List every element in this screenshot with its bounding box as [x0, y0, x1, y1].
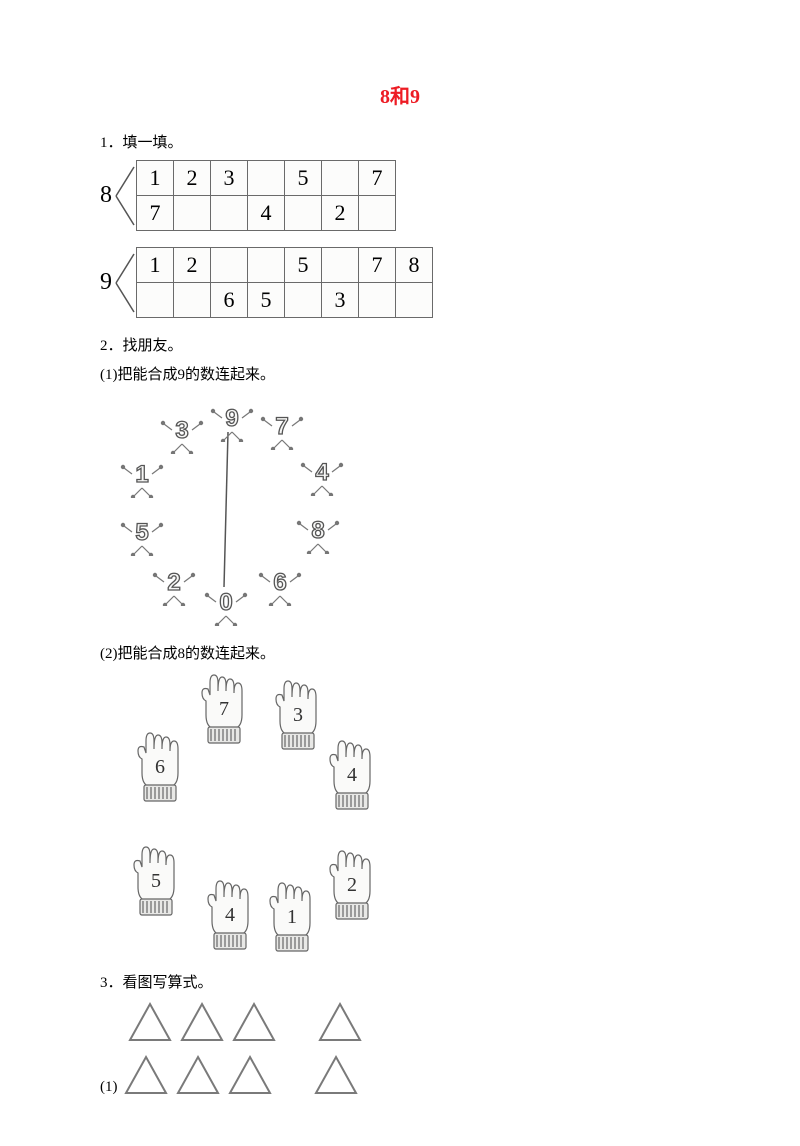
page-title: 8和9 [100, 80, 700, 109]
grid-cell: 7 [137, 196, 174, 231]
grid-cell: 5 [285, 248, 322, 283]
grid-cell: 1 [137, 161, 174, 196]
grid-cell: 2 [174, 248, 211, 283]
grid-cell [137, 283, 174, 318]
grid-cell: 5 [285, 161, 322, 196]
triangle-icon [312, 1053, 360, 1102]
grid-cell: 7 [359, 248, 396, 283]
split-table: 912578653 [100, 247, 700, 318]
grid-cell: 8 [396, 248, 433, 283]
glove: 4 [200, 877, 258, 955]
grid-cell [359, 196, 396, 231]
glove: 6 [130, 729, 188, 807]
svg-text:5: 5 [135, 519, 148, 546]
lead-number: 9 [100, 269, 112, 296]
dancing-number: 1 [120, 454, 164, 498]
grid-cell [285, 283, 322, 318]
svg-text:7: 7 [219, 698, 229, 720]
grid-cell: 4 [248, 196, 285, 231]
svg-text:7: 7 [275, 413, 288, 440]
triangle-icon [226, 1053, 274, 1102]
glove: 2 [322, 847, 380, 925]
q2-part2-label: (2)把能合成8的数连起来。 [100, 642, 700, 663]
dancing-number: 8 [296, 510, 340, 554]
svg-text:6: 6 [273, 569, 286, 596]
svg-text:1: 1 [135, 461, 148, 488]
glove: 3 [268, 677, 326, 755]
dancing-number: 6 [258, 562, 302, 606]
dancing-number: 3 [160, 410, 204, 454]
q3-sublabel: (1) [100, 1079, 118, 1102]
grid-cell [174, 196, 211, 231]
grid-cell [359, 283, 396, 318]
grid-cell [211, 248, 248, 283]
grid-cell [285, 196, 322, 231]
triangle-icon [230, 1000, 278, 1049]
svg-text:2: 2 [167, 569, 180, 596]
grid-cell [248, 161, 285, 196]
glove-diagram: 7 3 6 4 [100, 671, 400, 961]
grid-cell: 2 [174, 161, 211, 196]
svg-text:8: 8 [311, 517, 324, 544]
grid-cell: 7 [359, 161, 396, 196]
triangle-icon [178, 1000, 226, 1049]
q1-heading: 1．填一填。 [100, 131, 700, 152]
glove: 7 [194, 671, 252, 749]
glove: 1 [262, 879, 320, 957]
svg-text:9: 9 [225, 405, 238, 432]
grid-cell: 3 [211, 161, 248, 196]
triangle-diagram: (1) [100, 1000, 700, 1102]
grid-cell [322, 248, 359, 283]
q2-part1-label: (1)把能合成9的数连起来。 [100, 363, 700, 384]
lead-number: 8 [100, 182, 112, 209]
dancing-number: 2 [152, 562, 196, 606]
svg-text:1: 1 [287, 906, 297, 928]
number-grid: 12357742 [136, 160, 396, 231]
q3-heading: 3．看图写算式。 [100, 971, 700, 992]
svg-text:3: 3 [175, 417, 188, 444]
grid-cell: 6 [211, 283, 248, 318]
glove: 4 [322, 737, 380, 815]
dancing-number: 9 [210, 398, 254, 442]
svg-text:0: 0 [219, 589, 232, 616]
svg-text:4: 4 [225, 904, 235, 926]
grid-cell: 2 [322, 196, 359, 231]
grid-cell [211, 196, 248, 231]
bracket-icon [114, 250, 136, 316]
dancing-number: 5 [120, 512, 164, 556]
grid-cell: 3 [322, 283, 359, 318]
grid-cell: 5 [248, 283, 285, 318]
svg-text:5: 5 [151, 870, 161, 892]
triangle-icon [122, 1053, 170, 1102]
dancing-number: 7 [260, 406, 304, 450]
svg-text:3: 3 [293, 704, 303, 726]
grid-cell [174, 283, 211, 318]
bracket-icon [114, 163, 136, 229]
svg-text:4: 4 [315, 459, 329, 486]
number-grid: 12578653 [136, 247, 433, 318]
triangle-icon [126, 1000, 174, 1049]
svg-text:2: 2 [347, 874, 357, 896]
grid-cell [248, 248, 285, 283]
q2-heading: 2．找朋友。 [100, 334, 700, 355]
svg-text:4: 4 [347, 764, 357, 786]
dancing-number: 0 [204, 582, 248, 626]
dancing-number: 4 [300, 452, 344, 496]
glove: 5 [126, 843, 184, 921]
grid-cell: 1 [137, 248, 174, 283]
number-circle-diagram: 3 9 7 4 8 [100, 392, 360, 632]
grid-cell [396, 283, 433, 318]
split-table: 812357742 [100, 160, 700, 231]
grid-cell [322, 161, 359, 196]
svg-text:6: 6 [155, 756, 165, 778]
triangle-icon [174, 1053, 222, 1102]
triangle-icon [316, 1000, 364, 1049]
